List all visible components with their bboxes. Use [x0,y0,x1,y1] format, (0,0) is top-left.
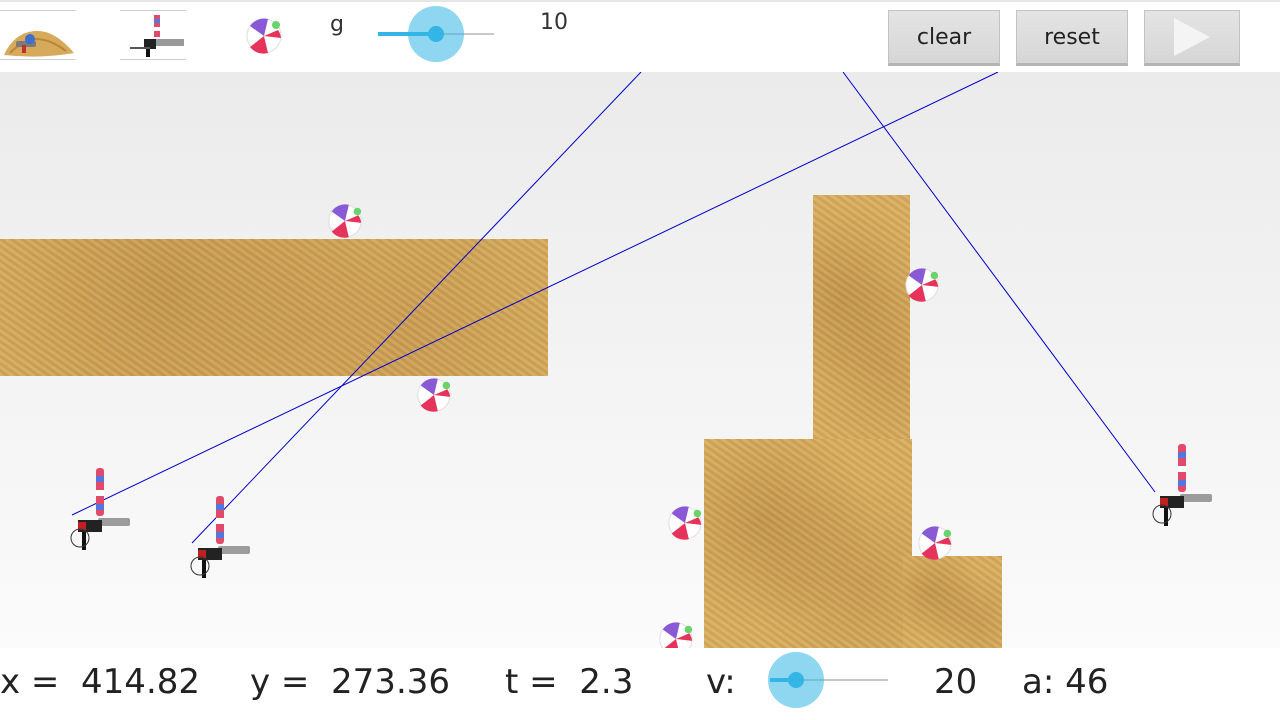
velocity-slider[interactable] [767,650,888,710]
t-label: t = [505,662,558,702]
x-readout: x = 414.82 [0,662,200,702]
cannon-icon[interactable] [68,464,132,584]
beach-ball-icon[interactable] [657,620,695,648]
velocity-value: 20 [934,662,978,702]
gravity-slider-fill [378,32,436,36]
x-value: 414.82 [81,662,201,702]
y-label: y = [250,662,310,702]
toolbar: g 10 clear reset [0,0,1280,72]
beach-ball-icon[interactable] [666,504,704,542]
velocity-slider-thumb[interactable] [787,672,804,688]
velocity-slider-track [770,679,888,681]
sand-block[interactable] [903,556,1002,648]
t-readout: t = 2.3 [505,662,633,702]
trajectory-line [191,72,642,544]
reset-button[interactable]: reset [1016,10,1128,66]
play-icon [1174,18,1210,56]
gravity-label: g [330,12,344,37]
sand-block[interactable] [813,195,910,441]
cannon-tool-button[interactable] [120,10,186,60]
cannon-icon[interactable] [188,492,252,612]
y-readout: y = 273.36 [250,662,450,702]
angle-value: 46 [1065,662,1109,702]
clear-button[interactable]: clear [888,10,1000,66]
beach-ball-icon[interactable] [903,266,941,304]
gravity-slider-thumb[interactable] [428,26,444,42]
ball-tool-button[interactable] [244,16,284,56]
velocity-label: v: [706,662,736,702]
trajectory-line [842,72,1156,493]
gravity-value: 10 [540,10,568,35]
beach-ball-icon[interactable] [326,202,364,240]
angle-label: a: [1022,662,1055,702]
cannon-icon [130,15,184,57]
beach-ball-icon [246,18,282,54]
beach-ball-icon[interactable] [916,524,954,562]
sand-block[interactable] [704,439,912,648]
beach-ball-icon[interactable] [415,376,453,414]
status-bar: x = 414.82 y = 273.36 t = 2.3 v: 20 a: 4… [0,648,1280,720]
play-button[interactable] [1144,10,1240,66]
y-value: 273.36 [331,662,451,702]
sand-block[interactable] [0,239,548,376]
angle-readout: a: 46 [1022,662,1108,702]
trajectory-line [71,72,999,516]
sand-pile-icon [4,30,74,57]
x-label: x = [0,662,60,702]
t-value: 2.3 [579,662,634,702]
simulation-canvas[interactable] [0,72,1280,648]
sand-tool-button[interactable] [0,10,76,60]
cannon-icon[interactable] [1150,440,1214,560]
gravity-slider[interactable] [378,4,494,64]
trajectory-layer [71,72,1156,544]
